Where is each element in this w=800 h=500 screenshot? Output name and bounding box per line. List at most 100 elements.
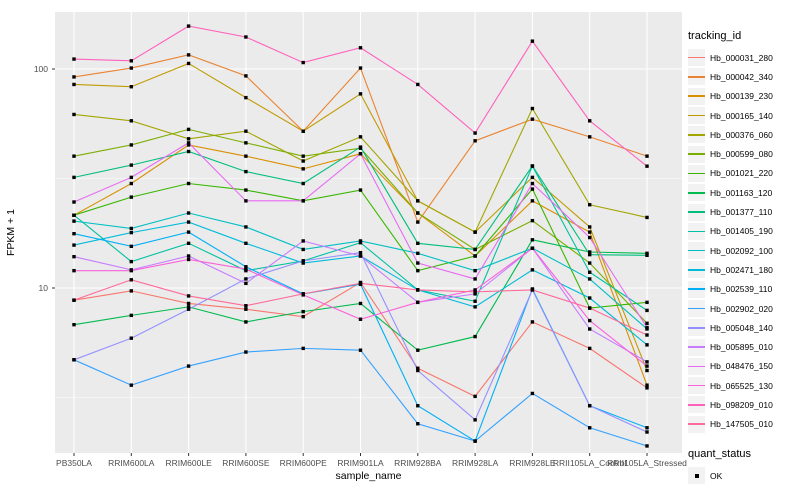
data-point-marker: [473, 131, 477, 135]
legend-line-icon: [688, 249, 705, 252]
data-point-marker: [186, 149, 191, 154]
data-point-marker: [301, 346, 305, 351]
data-point-marker: [301, 159, 305, 163]
data-point-marker: [72, 175, 76, 180]
legend-item-label: Hb_000165_140: [710, 110, 773, 121]
legend-line-icon: [688, 191, 705, 194]
data-point-marker: [473, 439, 477, 443]
data-point-marker: [416, 366, 420, 370]
data-point-marker: [588, 203, 592, 207]
legend-item-label: Hb_005048_140: [710, 322, 773, 333]
legend-item-label: Hb_000042_340: [710, 71, 773, 82]
data-point-marker: [244, 74, 248, 78]
data-point-marker: [645, 343, 649, 347]
data-point-marker: [186, 241, 191, 245]
data-point-marker: [129, 119, 133, 123]
legend-item-Hb_000031_280: Hb_000031_280: [688, 48, 798, 67]
data-point-marker: [416, 82, 420, 87]
data-point-marker: [530, 320, 535, 324]
data-point-marker: [588, 252, 592, 257]
plot-panel: [55, 12, 682, 453]
data-point-marker: [244, 199, 248, 203]
data-point-marker: [301, 259, 305, 263]
data-point-marker: [72, 231, 76, 236]
legend-item-Hb_001021_220: Hb_001021_220: [688, 164, 798, 183]
data-point-marker: [588, 250, 592, 254]
data-point-marker: [301, 167, 305, 171]
legend-item-label: Hb_001021_220: [710, 168, 773, 179]
y-tick-label: 100: [34, 64, 48, 74]
data-point-marker: [186, 141, 191, 145]
x-tick-label: RRIM901LA: [337, 458, 384, 468]
data-point-marker: [358, 145, 363, 149]
data-point-marker: [645, 364, 649, 368]
data-point-marker: [530, 218, 535, 223]
legend-key-swatch: [688, 87, 705, 105]
data-point-marker: [244, 267, 248, 271]
data-point-marker: [530, 39, 535, 43]
data-point-marker: [301, 292, 305, 296]
data-point-marker: [588, 296, 592, 300]
data-point-marker: [244, 320, 248, 324]
data-point-marker: [416, 300, 420, 305]
data-point-marker: [645, 308, 649, 313]
data-point-marker: [244, 304, 248, 308]
x-tick-label: RRIM928LA: [452, 458, 499, 468]
legend-key-swatch: [688, 184, 705, 202]
legend-line-icon: [688, 153, 705, 155]
legend-key-swatch: [688, 107, 705, 125]
data-point-marker: [588, 404, 592, 408]
data-point-marker: [129, 66, 133, 70]
data-point-marker: [358, 250, 363, 255]
data-point-marker: [186, 127, 191, 132]
data-point-marker: [416, 268, 420, 273]
legend-item-label: Hb_001405_190: [710, 226, 773, 237]
data-point-marker: [186, 294, 191, 298]
data-point-marker: [72, 243, 76, 247]
data-point-marker: [129, 313, 133, 318]
data-point-marker: [358, 348, 363, 352]
data-point-marker: [645, 383, 649, 387]
legend-key-swatch: [688, 357, 705, 375]
data-point-marker: [186, 364, 191, 368]
legend-key-swatch: [688, 319, 705, 337]
y-tick-label: 10: [39, 283, 49, 293]
legend-item-label: Hb_098209_010: [710, 399, 773, 410]
data-point-marker: [244, 188, 248, 192]
data-point-marker: [186, 137, 191, 141]
x-tick-label: PB350LA: [56, 458, 92, 468]
x-tick-label: RRIM928BA: [394, 458, 442, 468]
data-point-marker: [244, 225, 248, 229]
data-point-marker: [645, 444, 649, 448]
legend-line-icon: [688, 307, 705, 310]
legend-item-Hb_001377_110: Hb_001377_110: [688, 202, 798, 221]
legend-line-icon: [688, 56, 705, 59]
data-point-marker: [72, 268, 76, 273]
legend-key-swatch: [688, 145, 705, 163]
data-point-marker: [358, 188, 363, 192]
legend-item-Hb_000165_140: Hb_000165_140: [688, 106, 798, 125]
legend-key-swatch: [688, 300, 705, 317]
data-point-marker: [129, 336, 133, 340]
data-point-marker: [473, 268, 477, 273]
data-point-marker: [416, 348, 420, 352]
legend-item-Hb_048476_150: Hb_048476_150: [688, 357, 798, 376]
x-tick-label: RRII105LA_Control: [553, 458, 627, 468]
legend-item-Hb_001163_120: Hb_001163_120: [688, 183, 798, 202]
data-point-marker: [588, 306, 592, 310]
x-tick-label: RRIM600LE: [165, 458, 212, 468]
data-point-marker: [129, 181, 133, 186]
data-point-marker: [358, 46, 363, 50]
data-point-marker: [186, 61, 191, 66]
legend-key-swatch: [688, 261, 705, 279]
data-point-marker: [186, 230, 191, 234]
data-point-marker: [588, 277, 592, 281]
legend-title-tracking-id: tracking_id: [688, 30, 742, 42]
data-point-marker: [129, 278, 133, 282]
data-point-marker: [473, 394, 477, 399]
legend-key-swatch: [688, 377, 705, 395]
data-point-marker: [358, 135, 363, 139]
data-point-marker: [645, 368, 649, 373]
data-point-marker: [588, 235, 592, 240]
data-point-marker: [530, 268, 535, 272]
